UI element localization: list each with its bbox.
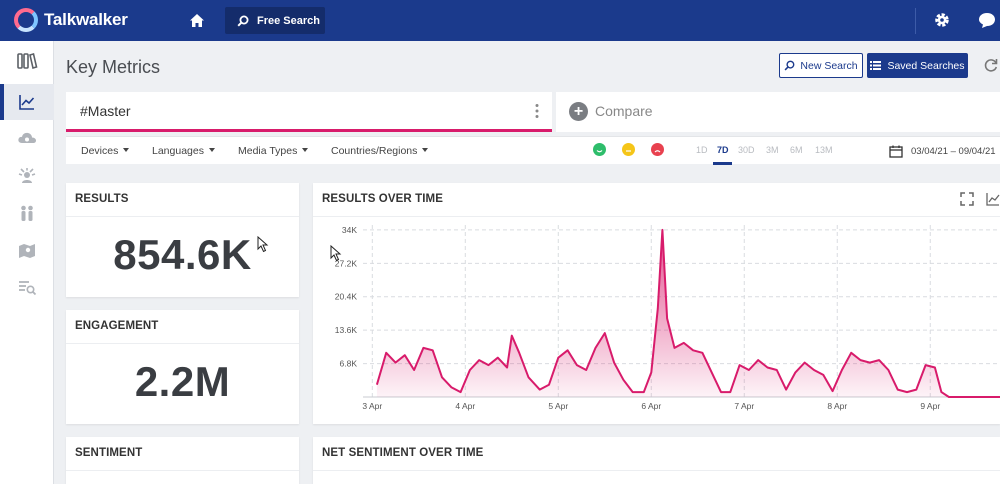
influencer-icon[interactable] <box>0 158 54 194</box>
x-tick-label: 8 Apr <box>827 401 847 411</box>
period-30d[interactable]: 30D <box>738 145 755 155</box>
period-7d[interactable]: 7D <box>717 145 729 155</box>
caret-down-icon <box>422 148 429 152</box>
filter-media-types-label: Media Types <box>238 145 298 157</box>
date-range[interactable]: 03/04/21 – 09/04/21 <box>911 146 996 157</box>
search-icon <box>237 15 249 27</box>
filter-media-types[interactable]: Media Types <box>238 145 309 157</box>
series-area <box>376 229 1000 397</box>
results-over-time-title: RESULTS OVER TIME <box>322 193 443 205</box>
logo-mark <box>14 8 38 32</box>
x-tick-label: 6 Apr <box>641 401 661 411</box>
compare-tab[interactable]: + Compare <box>556 92 1000 132</box>
filter-languages-label: Languages <box>152 145 204 157</box>
divider <box>313 216 1000 217</box>
analytics-icon[interactable] <box>0 84 54 120</box>
filter-countries-label: Countries/Regions <box>331 145 418 157</box>
y-tick-label: 20.4K <box>335 292 358 302</box>
x-tick-label: 4 Apr <box>455 401 475 411</box>
top-bar: Talkwalker Free Search <box>0 0 1000 41</box>
map-icon[interactable] <box>0 233 54 269</box>
more-options-icon[interactable] <box>532 103 542 119</box>
free-search-button[interactable]: Free Search <box>225 7 325 34</box>
y-tick-label: 27.2K <box>335 258 358 268</box>
plus-icon: + <box>569 102 588 121</box>
left-rail <box>0 41 54 484</box>
y-tick-label: 13.6K <box>335 325 358 335</box>
saved-searches-label: Saved Searches <box>887 59 965 72</box>
positive-sentiment-icon[interactable] <box>593 143 606 156</box>
library-icon[interactable] <box>0 43 54 79</box>
app-name: Talkwalker <box>44 10 128 29</box>
y-tick-label: 6.8K <box>340 359 358 369</box>
gear-icon[interactable] <box>933 11 951 34</box>
period-1d[interactable]: 1D <box>696 145 708 155</box>
divider <box>66 470 299 471</box>
divider <box>66 343 299 344</box>
topics-icon[interactable] <box>0 269 54 305</box>
engagement-title: ENGAGEMENT <box>75 320 159 332</box>
chat-icon[interactable] <box>977 11 997 34</box>
master-query-tab[interactable]: #Master <box>66 92 552 132</box>
home-icon[interactable] <box>186 10 208 32</box>
free-search-label: Free Search <box>257 14 320 27</box>
series-line <box>375 228 1000 398</box>
x-tick-label: 3 Apr <box>362 401 382 411</box>
x-tick-label: 7 Apr <box>734 401 754 411</box>
sentiment-card: SENTIMENT <box>66 437 299 484</box>
filter-languages[interactable]: Languages <box>152 145 215 157</box>
results-over-time-card: RESULTS OVER TIME 34K 27.2K 20.4K 13.6K 6.8K… <box>313 183 1000 424</box>
expand-icon[interactable] <box>960 192 974 206</box>
net-sentiment-title: NET SENTIMENT OVER TIME <box>322 447 484 459</box>
chart-type-icon[interactable] <box>986 192 1000 206</box>
logo[interactable]: Talkwalker <box>14 8 128 32</box>
divider <box>915 8 916 34</box>
filter-bar: Devices Languages Media Types Countries/… <box>66 136 1000 165</box>
new-search-button[interactable]: New Search <box>779 53 863 78</box>
caret-down-icon <box>123 148 130 152</box>
mouse-cursor-icon <box>330 245 342 262</box>
audience-icon[interactable] <box>0 195 54 231</box>
search-icon <box>784 60 795 71</box>
period-6m[interactable]: 6M <box>790 145 803 155</box>
filter-countries[interactable]: Countries/Regions <box>331 145 429 157</box>
period-3m[interactable]: 3M <box>766 145 779 155</box>
engagement-card: ENGAGEMENT 2.2M <box>66 310 299 424</box>
mouse-cursor-icon <box>257 236 269 253</box>
chart-toolbar <box>960 192 1000 206</box>
results-value: 854.6K <box>113 231 252 278</box>
new-search-label: New Search <box>800 59 858 72</box>
period-13m[interactable]: 13M <box>815 145 833 155</box>
x-tick-label: 5 Apr <box>548 401 568 411</box>
sentiment-title: SENTIMENT <box>75 447 143 459</box>
saved-searches-button[interactable]: Saved Searches <box>867 53 968 78</box>
refresh-icon[interactable] <box>983 57 999 78</box>
negative-sentiment-icon[interactable] <box>651 143 664 156</box>
results-over-time-chart[interactable]: 34K 27.2K 20.4K 13.6K 6.8K 3 Apr 4 Apr 5 Apr 6 A… <box>313 217 1000 424</box>
divider <box>66 216 299 217</box>
neutral-sentiment-icon[interactable] <box>622 143 635 156</box>
filter-devices-label: Devices <box>81 145 119 157</box>
calendar-icon[interactable] <box>889 145 903 163</box>
x-tick-label: 9 Apr <box>920 401 940 411</box>
engagement-value: 2.2M <box>134 358 231 405</box>
cloud-icon[interactable] <box>0 120 54 156</box>
results-title: RESULTS <box>75 193 129 205</box>
y-tick-label: 34K <box>342 225 357 235</box>
net-sentiment-card: NET SENTIMENT OVER TIME <box>313 437 1000 484</box>
master-query-label: #Master <box>80 103 131 119</box>
active-period-indicator <box>713 162 732 165</box>
page-title: Key Metrics <box>66 57 161 77</box>
caret-down-icon <box>208 148 215 152</box>
divider <box>313 470 1000 471</box>
list-icon <box>870 61 882 70</box>
filter-devices[interactable]: Devices <box>81 145 130 157</box>
compare-label: Compare <box>595 103 653 119</box>
caret-down-icon <box>302 148 309 152</box>
